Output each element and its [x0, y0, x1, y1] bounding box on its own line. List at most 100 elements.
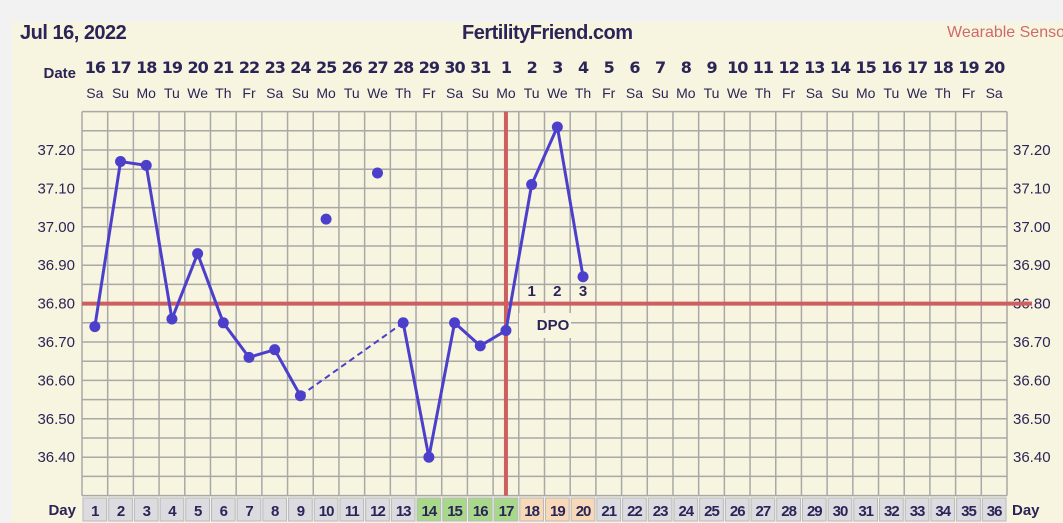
- weekday-label: Tu: [524, 85, 540, 101]
- day-cell: [956, 497, 981, 522]
- weekday-label: We: [727, 85, 748, 101]
- day-cell: [159, 497, 185, 522]
- weekday-label: Th: [755, 85, 771, 101]
- weekday-label: Mo: [856, 85, 876, 101]
- date-label: 22: [239, 58, 259, 77]
- weekday-label: Tu: [164, 85, 180, 101]
- day-label: 17: [499, 503, 514, 520]
- day-label: 8: [271, 503, 279, 520]
- temperature-line-segment: [427, 322, 457, 458]
- dpo-number: 1: [527, 283, 535, 300]
- day-label: 30: [833, 503, 848, 520]
- day-cell: [545, 497, 570, 522]
- day-label: 28: [781, 503, 796, 520]
- discarded-temperature-point: [371, 167, 383, 179]
- day-label: 16: [473, 503, 488, 520]
- day-label: 7: [245, 503, 253, 520]
- day-label: 36: [987, 503, 1002, 520]
- day-cell: [467, 497, 493, 522]
- day-label: 6: [220, 503, 228, 520]
- weekday-label: Sa: [266, 85, 283, 101]
- day-cell: [673, 497, 699, 522]
- y-tick-left: 36.60: [37, 372, 75, 389]
- day-cell: [622, 497, 647, 522]
- temperature-line-segment: [555, 126, 585, 277]
- day-cell: [647, 497, 673, 522]
- day-label: 2: [117, 503, 125, 520]
- day-row-label-left: Day: [48, 502, 76, 519]
- weekday-label: Th: [395, 85, 411, 101]
- y-tick-right: 37.10: [1013, 180, 1051, 197]
- temperature-line-segment: [401, 322, 431, 458]
- temperature-point: [577, 271, 589, 283]
- date-label: 16: [85, 58, 106, 77]
- weekday-label: We: [907, 85, 928, 101]
- day-label: 26: [730, 503, 745, 520]
- weekday-label: Th: [935, 85, 951, 101]
- date-label: 5: [604, 58, 615, 77]
- temperature-line-segment: [453, 321, 482, 347]
- weekday-label: Tu: [704, 85, 720, 101]
- temperature-point: [192, 248, 204, 260]
- day-cell: [724, 497, 750, 522]
- y-tick-left: 36.90: [37, 257, 75, 274]
- day-cell: [879, 497, 904, 522]
- date-label: 9: [706, 58, 717, 77]
- day-cell: [108, 497, 133, 522]
- weekday-label: Mo: [676, 85, 696, 101]
- day-label: 31: [858, 503, 873, 520]
- temperature-point: [526, 179, 538, 191]
- weekday-label: Sa: [86, 85, 103, 101]
- y-tick-left: 37.10: [37, 180, 75, 197]
- temperature-dashed-segment: [299, 321, 404, 397]
- day-cell: [853, 497, 879, 522]
- date-label: 29: [419, 58, 440, 77]
- date-label: 27: [367, 58, 387, 77]
- date-label: 26: [342, 58, 363, 77]
- day-label: 9: [297, 503, 305, 520]
- date-label: 25: [316, 58, 337, 77]
- dpo-label: DPO: [537, 317, 570, 334]
- weekday-label: Su: [652, 85, 669, 101]
- day-cell: [930, 497, 956, 522]
- date-label: 28: [393, 58, 414, 77]
- day-label: 14: [422, 503, 438, 520]
- day-cell: [493, 497, 519, 522]
- day-label: 20: [576, 503, 591, 520]
- y-tick-left: 36.40: [37, 449, 75, 466]
- temperature-point: [294, 390, 306, 402]
- day-label: 25: [704, 503, 719, 520]
- day-cell: [750, 497, 776, 522]
- y-tick-left: 36.50: [37, 411, 75, 428]
- weekday-label: Th: [215, 85, 231, 101]
- y-tick-right: 36.70: [1013, 334, 1051, 351]
- date-row-label: Date: [43, 65, 76, 82]
- day-label: 5: [194, 503, 202, 520]
- weekday-label: Tu: [883, 85, 899, 101]
- temperature-point: [551, 121, 563, 133]
- date-label: 7: [655, 58, 665, 77]
- temperature-point: [243, 351, 255, 363]
- date-label: 21: [213, 58, 234, 77]
- weekday-label: Sa: [446, 85, 463, 101]
- day-label: 12: [370, 503, 385, 520]
- date-label: 31: [470, 58, 491, 77]
- weekday-label: Su: [292, 85, 309, 101]
- date-label: 4: [578, 58, 589, 77]
- temperature-point: [217, 317, 229, 329]
- day-label: 15: [447, 503, 462, 520]
- day-label: 13: [396, 503, 411, 520]
- date-label: 15: [856, 58, 877, 77]
- weekday-label: Fr: [962, 85, 976, 101]
- temperature-point: [449, 317, 461, 329]
- day-cell: [801, 497, 827, 522]
- date-label: 2: [527, 58, 537, 77]
- date-label: 23: [265, 58, 285, 77]
- weekday-label: Sa: [626, 85, 643, 101]
- wearable-sensor-link[interactable]: Wearable Senso: [947, 24, 1063, 41]
- day-label: 1: [91, 503, 99, 520]
- date-label: 19: [958, 58, 979, 77]
- day-label: 22: [627, 503, 642, 520]
- weekday-label: Su: [112, 85, 129, 101]
- discarded-temperature-point: [320, 213, 332, 225]
